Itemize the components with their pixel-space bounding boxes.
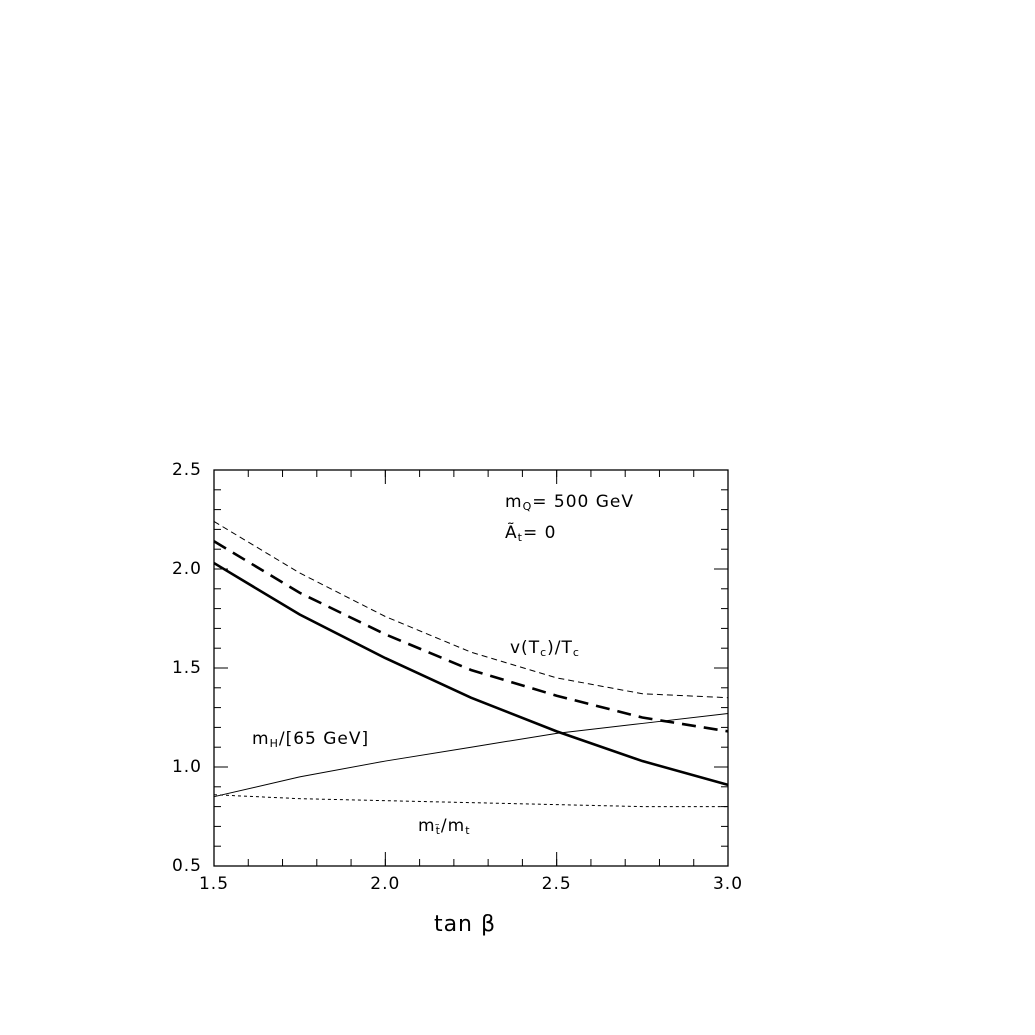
annotation: mH/[65 GeV] bbox=[252, 729, 369, 750]
y-tick-label: 2.0 bbox=[172, 559, 202, 579]
y-tick-label: 0.5 bbox=[172, 856, 202, 876]
series-line bbox=[213, 794, 728, 808]
x-tick-label: 2.5 bbox=[542, 874, 572, 894]
x-tick-label: 2.0 bbox=[370, 874, 400, 894]
annotation: mt̃/mt bbox=[418, 816, 471, 837]
series-line bbox=[213, 713, 729, 798]
annotation-text: = 500 GeV bbox=[532, 492, 634, 512]
annotation-subscript: Q bbox=[523, 500, 533, 513]
annotation: Ãt= 0 bbox=[505, 521, 556, 544]
x-tick-label: 3.0 bbox=[713, 874, 743, 894]
annotation-text: = 0 bbox=[523, 523, 556, 543]
annotation-text: m bbox=[505, 492, 523, 512]
series-line bbox=[213, 561, 729, 787]
annotation-subscript: t bbox=[465, 824, 470, 837]
annotation-text: /m bbox=[441, 816, 465, 836]
y-tick-label: 1.5 bbox=[172, 658, 202, 678]
x-axis-label: tan β bbox=[434, 912, 496, 937]
plot-frame bbox=[213, 469, 729, 867]
x-tick-label: 1.5 bbox=[199, 874, 229, 894]
annotation-text: /[65 GeV] bbox=[279, 729, 369, 749]
series-line bbox=[213, 521, 729, 699]
annotation: mQ= 500 GeV bbox=[505, 492, 634, 513]
annotation-subscript: c bbox=[540, 646, 547, 659]
annotation-text: Ã bbox=[505, 521, 518, 543]
annotation-text: m bbox=[252, 729, 270, 749]
annotation-subscript: H bbox=[270, 737, 279, 750]
annotation-subscript: t̃ bbox=[435, 824, 441, 837]
annotation: v(Tc)/Tc bbox=[510, 638, 580, 659]
series-line bbox=[213, 540, 729, 733]
annotation-text: v(T bbox=[510, 638, 540, 658]
y-tick-label: 2.5 bbox=[172, 460, 202, 480]
annotation-subscript: t bbox=[518, 531, 523, 544]
y-tick-label: 1.0 bbox=[172, 757, 202, 777]
annotation-text: )/T bbox=[547, 638, 573, 658]
annotation-subscript: c bbox=[573, 646, 580, 659]
annotation-text: m bbox=[418, 816, 436, 836]
